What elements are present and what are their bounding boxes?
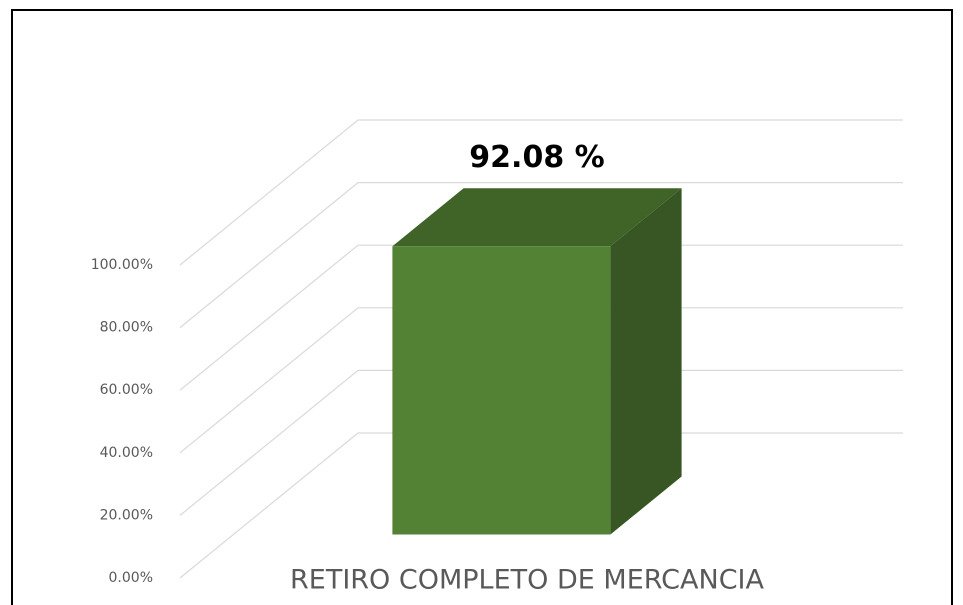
grid-line (179, 369, 903, 516)
y-tick-label: 80.00% (100, 320, 153, 336)
y-tick-label: 100.00% (91, 257, 153, 273)
bar-side (610, 188, 682, 535)
x-tick-label: RETIRO COMPLETO DE MERCANCIA (290, 565, 765, 596)
y-tick-label: 40.00% (100, 445, 153, 461)
y-tick-label: 0.00% (109, 570, 153, 586)
data-label: 92.08 % (469, 140, 604, 175)
y-tick-label: 20.00% (100, 507, 153, 523)
grid-line (179, 432, 903, 579)
grid-line (179, 307, 903, 454)
grid-line (179, 119, 903, 266)
bar (392, 246, 611, 535)
grid-line (179, 182, 903, 329)
y-tick-label: 60.00% (100, 382, 153, 398)
grid-line (179, 244, 903, 391)
bar-top (392, 188, 682, 247)
